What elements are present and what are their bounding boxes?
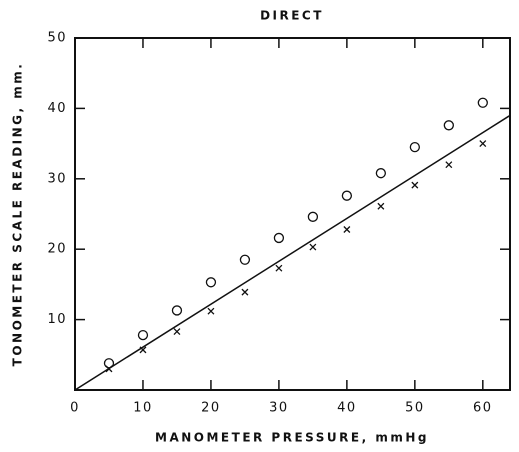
y-tick-label: 20 xyxy=(47,242,67,257)
point xyxy=(375,168,387,179)
x-tick-label: 20 xyxy=(201,401,221,416)
point xyxy=(309,243,317,251)
point xyxy=(409,141,420,153)
point xyxy=(103,358,115,369)
chart-title: DIRECT xyxy=(260,9,324,23)
point xyxy=(411,181,419,189)
plot-frame xyxy=(74,37,511,391)
y-tick-label: 50 xyxy=(47,31,67,46)
point xyxy=(307,211,319,222)
x-tick-label: 60 xyxy=(473,401,493,416)
point xyxy=(275,264,283,272)
x-tick-label: 50 xyxy=(405,401,425,416)
point xyxy=(443,120,454,131)
point xyxy=(445,161,453,169)
point xyxy=(171,305,183,316)
point xyxy=(341,190,353,201)
point xyxy=(479,140,487,148)
y-tick-label: 30 xyxy=(47,171,67,186)
point xyxy=(343,226,351,233)
point xyxy=(241,288,249,296)
point xyxy=(173,328,181,336)
point xyxy=(105,365,113,373)
point xyxy=(477,97,488,108)
x-tick-label: 10 xyxy=(133,401,153,416)
y-axis-label: TONOMETER SCALE READING, mm. xyxy=(11,62,25,367)
fit-line xyxy=(74,114,511,391)
x-tick-label: 40 xyxy=(337,401,357,416)
point xyxy=(239,254,251,265)
point xyxy=(139,346,147,354)
point xyxy=(207,307,215,315)
point xyxy=(273,232,285,244)
x-tick-label: 0 xyxy=(70,401,80,416)
x-axis-label: MANOMETER PRESSURE, mmHg xyxy=(155,431,429,445)
point xyxy=(137,329,149,341)
point xyxy=(377,202,385,210)
y-tick-label: 40 xyxy=(47,101,67,116)
point xyxy=(205,277,217,288)
y-tick-label: 10 xyxy=(47,312,67,327)
x-tick-label: 30 xyxy=(269,401,289,416)
